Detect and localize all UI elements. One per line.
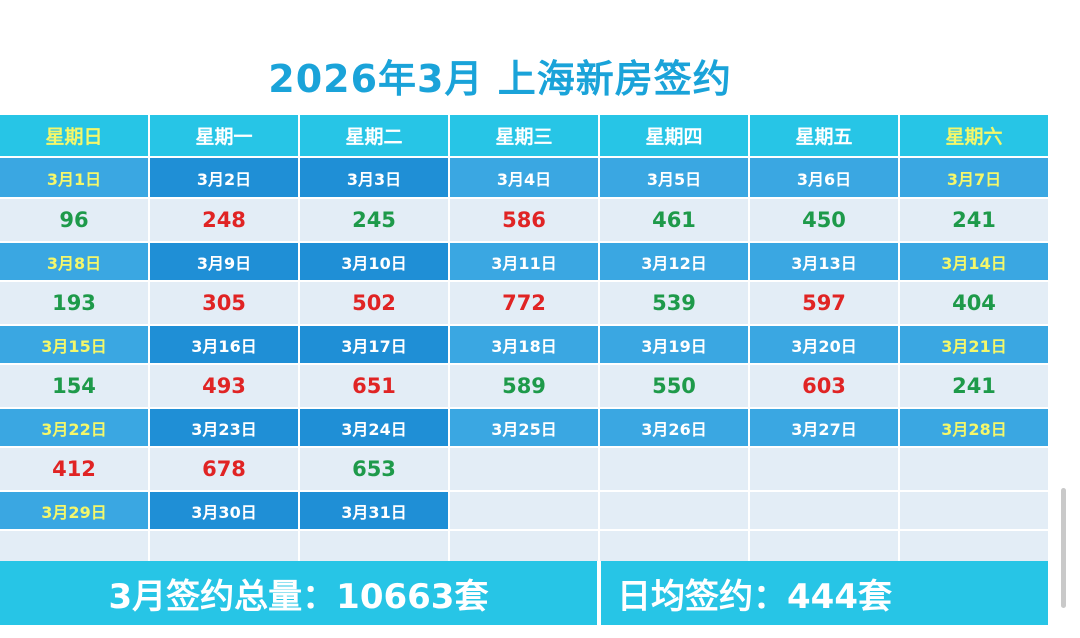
value-cell: 305 [150,282,298,324]
empty-cell [900,448,1048,490]
date-cell: 3月14日 [900,243,1048,280]
date-cell: 3月19日 [600,326,748,363]
weekday-header: 星期二 [300,115,448,156]
weekday-header: 星期四 [600,115,748,156]
value-cell: 154 [0,365,148,407]
value-cell: 597 [750,282,898,324]
daily-average: 日均签约：444套 [617,576,892,617]
date-cell: 3月20日 [750,326,898,363]
date-cell: 3月1日 [0,158,148,197]
date-cell: 3月25日 [450,409,598,446]
date-cell: 3月22日 [0,409,148,446]
date-cell: 3月4日 [450,158,598,197]
date-cell: 3月27日 [750,409,898,446]
date-cell: 3月3日 [300,158,448,197]
date-cell: 3月9日 [150,243,298,280]
weekday-header: 星期日 [0,115,148,156]
value-cell: 589 [450,365,598,407]
date-cell: 3月24日 [300,409,448,446]
date-cell: 3月26日 [600,409,748,446]
value-cell: 412 [0,448,148,490]
date-cell: 3月8日 [0,243,148,280]
weekday-header: 星期六 [900,115,1048,156]
date-cell: 3月28日 [900,409,1048,446]
value-cell: 651 [300,365,448,407]
date-cell: 3月31日 [300,492,448,529]
weekday-header: 星期五 [750,115,898,156]
empty-cell [600,492,748,529]
value-cell: 96 [0,199,148,241]
date-cell: 3月21日 [900,326,1048,363]
date-cell: 3月23日 [150,409,298,446]
date-cell: 3月7日 [900,158,1048,197]
date-cell: 3月6日 [750,158,898,197]
value-cell: 502 [300,282,448,324]
calendar-table: 星期日 星期一 星期二 星期三 星期四 星期五 星期六 3月1日 3月2日 3月3日 3月4日 3月5… [0,115,1048,571]
empty-cell [450,448,598,490]
value-cell: 450 [750,199,898,241]
date-cell: 3月29日 [0,492,148,529]
date-cell: 3月2日 [150,158,298,197]
summary-bar: 3月签约总量：10663套 日均签约：444套 [0,561,1048,625]
value-cell: 193 [0,282,148,324]
date-cell: 3月17日 [300,326,448,363]
date-cell: 3月5日 [600,158,748,197]
value-cell: 550 [600,365,748,407]
value-cell: 241 [900,365,1048,407]
value-cell: 586 [450,199,598,241]
date-cell: 3月30日 [150,492,298,529]
empty-cell [900,492,1048,529]
empty-cell [750,448,898,490]
empty-cell [750,492,898,529]
date-cell: 3月12日 [600,243,748,280]
date-cell: 3月11日 [450,243,598,280]
value-cell: 493 [150,365,298,407]
value-cell: 248 [150,199,298,241]
page-title: 2026年3月 上海新房签约 [268,57,732,101]
empty-cell [450,492,598,529]
scrollbar[interactable] [1061,488,1066,608]
value-cell: 461 [600,199,748,241]
summary-divider [597,561,601,625]
value-cell: 653 [300,448,448,490]
empty-cell [600,448,748,490]
date-cell: 3月18日 [450,326,598,363]
value-cell: 678 [150,448,298,490]
value-cell: 241 [900,199,1048,241]
value-cell: 404 [900,282,1048,324]
value-cell: 245 [300,199,448,241]
date-cell: 3月13日 [750,243,898,280]
weekday-header: 星期三 [450,115,598,156]
monthly-total: 3月签约总量：10663套 [108,576,489,617]
value-cell: 603 [750,365,898,407]
weekday-header: 星期一 [150,115,298,156]
date-cell: 3月16日 [150,326,298,363]
value-cell: 772 [450,282,598,324]
value-cell: 539 [600,282,748,324]
date-cell: 3月10日 [300,243,448,280]
date-cell: 3月15日 [0,326,148,363]
